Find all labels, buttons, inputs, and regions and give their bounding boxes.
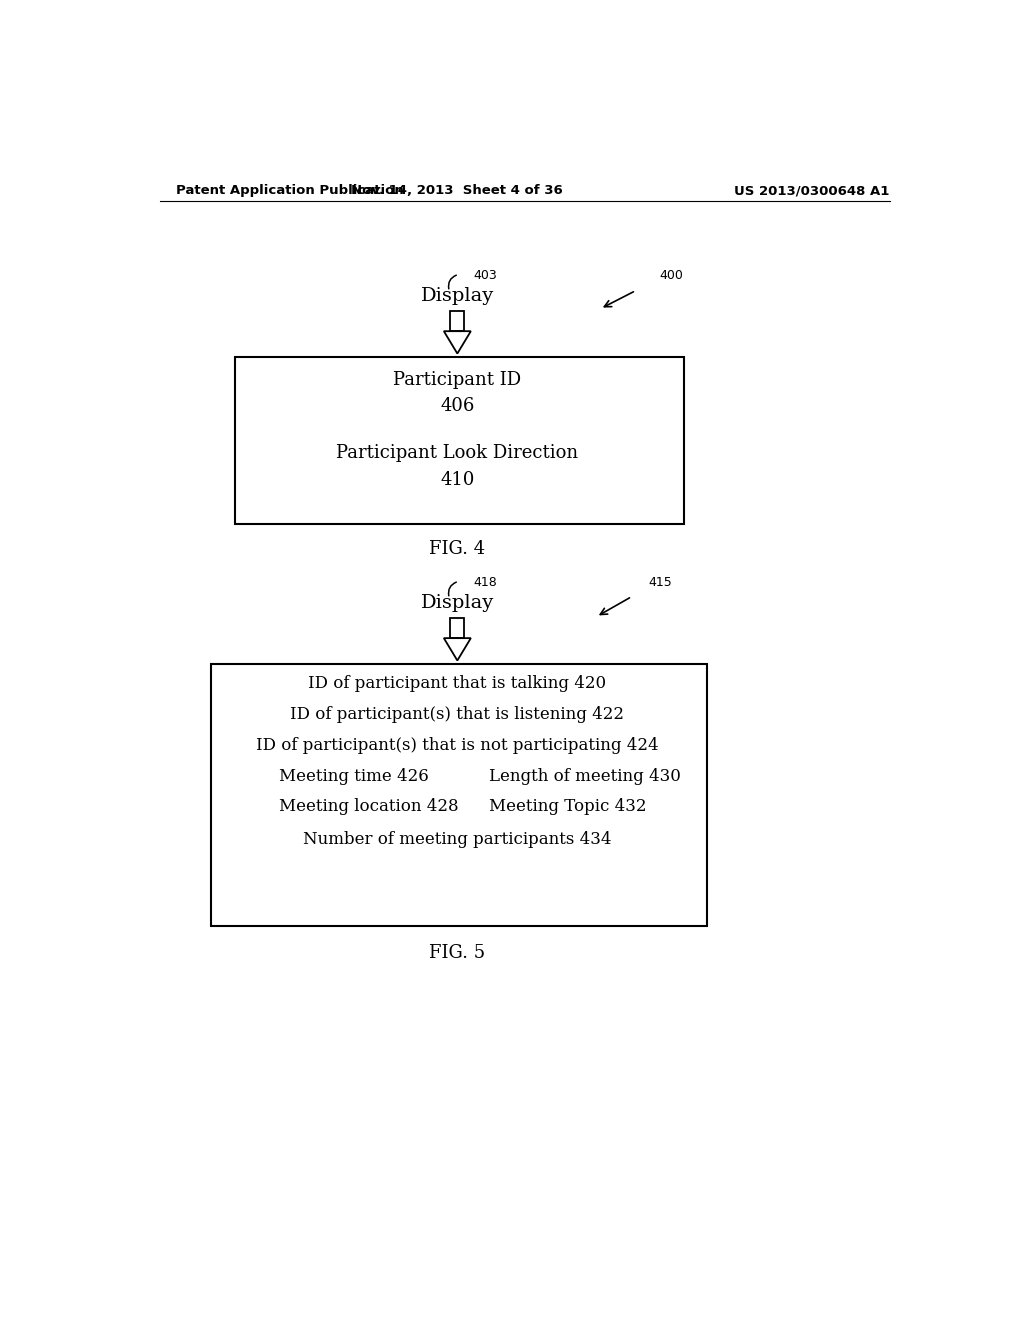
Polygon shape <box>451 618 465 638</box>
Text: ID of participant(s) that is listening 422: ID of participant(s) that is listening 4… <box>291 706 625 723</box>
Text: 415: 415 <box>648 577 673 589</box>
Text: 400: 400 <box>659 269 684 282</box>
Text: 410: 410 <box>440 471 474 488</box>
Text: FIG. 4: FIG. 4 <box>429 540 485 557</box>
Text: Length of meeting 430: Length of meeting 430 <box>489 768 681 785</box>
FancyBboxPatch shape <box>236 356 684 524</box>
Text: Number of meeting participants 434: Number of meeting participants 434 <box>303 830 611 847</box>
Text: FIG. 5: FIG. 5 <box>429 944 485 962</box>
Text: Patent Application Publication: Patent Application Publication <box>176 185 403 198</box>
Text: Nov. 14, 2013  Sheet 4 of 36: Nov. 14, 2013 Sheet 4 of 36 <box>351 185 563 198</box>
Text: 403: 403 <box>473 269 497 282</box>
Text: ID of participant that is talking 420: ID of participant that is talking 420 <box>308 676 606 693</box>
Polygon shape <box>443 331 471 354</box>
FancyBboxPatch shape <box>211 664 708 925</box>
Text: ID of participant(s) that is not participating 424: ID of participant(s) that is not partici… <box>256 738 658 754</box>
Polygon shape <box>451 312 465 331</box>
Text: Participant Look Direction: Participant Look Direction <box>336 444 579 462</box>
Text: Display: Display <box>421 286 494 305</box>
Text: Meeting location 428: Meeting location 428 <box>279 799 459 816</box>
Text: 406: 406 <box>440 397 474 416</box>
Text: Meeting time 426: Meeting time 426 <box>279 768 428 785</box>
Polygon shape <box>443 638 471 660</box>
Text: Display: Display <box>421 594 494 611</box>
Text: 418: 418 <box>473 577 497 589</box>
Text: US 2013/0300648 A1: US 2013/0300648 A1 <box>734 185 890 198</box>
Text: Meeting Topic 432: Meeting Topic 432 <box>489 799 646 816</box>
Text: Participant ID: Participant ID <box>393 371 521 389</box>
